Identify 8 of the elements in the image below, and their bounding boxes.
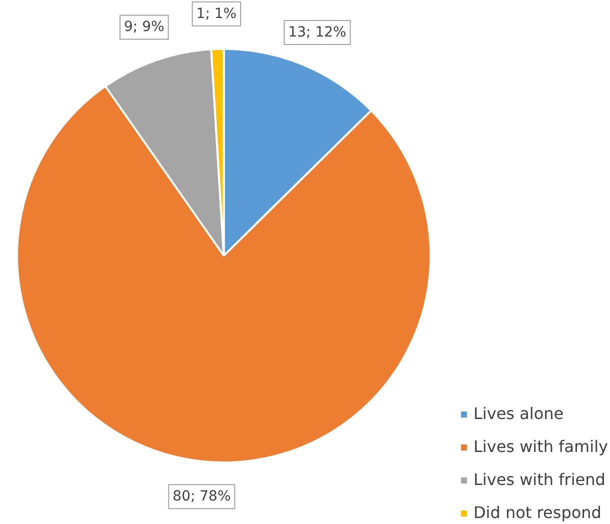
data-label: 9; 9%	[124, 19, 164, 36]
legend-label: Did not respond	[473, 503, 602, 522]
data-label: 13; 12%	[288, 24, 346, 41]
data-label: 80; 78%	[172, 488, 231, 505]
data-label: 1; 1%	[196, 6, 237, 22]
legend-label: Lives with friend	[473, 470, 606, 489]
legend-label: Lives alone	[473, 404, 564, 423]
legend-label: Lives with family	[473, 437, 608, 456]
